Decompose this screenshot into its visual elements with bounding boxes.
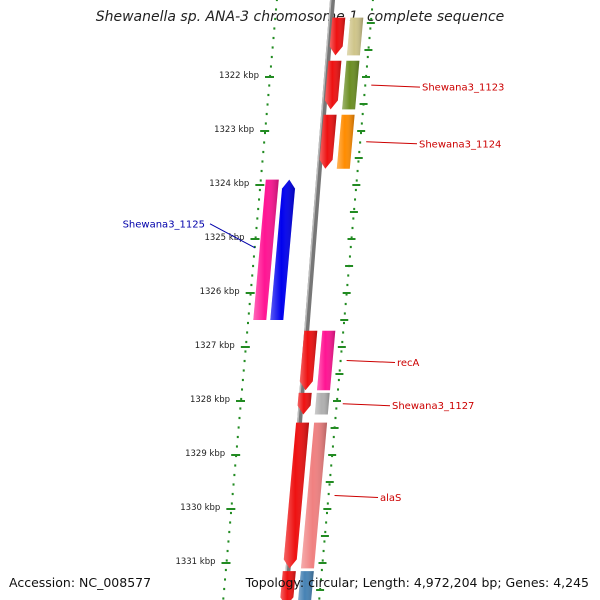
gene-feature-7[interactable]: [280, 571, 314, 600]
scale-tick-label: 1326 kbp: [200, 287, 240, 297]
gene-Shewana3_1123[interactable]: [324, 60, 360, 110]
gene-label-leader: [342, 403, 391, 407]
gene-labels: Shewana3_1123 Shewana3_1124 Shewana3_1125r…: [123, 83, 505, 504]
scale-tick-label: 1325 kbp: [204, 233, 244, 243]
gene-label-leader: [366, 141, 418, 145]
gene-features[interactable]: [253, 17, 364, 600]
scale-ticks: 1322 kbp 1323 kbp 1324 kbp 1325 kbp 1326 kbp…: [175, 71, 274, 567]
scale-dotted-lines: [222, 0, 375, 600]
gene-label-leader: [334, 495, 379, 498]
gene-label: Shewana3_1127: [392, 401, 474, 412]
scale-tick-label: 1331 kbp: [175, 557, 215, 567]
gene-Shewana3_1125[interactable]: [253, 179, 295, 320]
scale-tick-label: 1328 kbp: [190, 395, 230, 405]
gene-Shewana3_1124[interactable]: [319, 114, 355, 169]
scale-tick-label: 1330 kbp: [180, 503, 220, 513]
gene-label-leader: [371, 84, 421, 88]
gene-Shewana3_1127[interactable]: [297, 392, 330, 415]
scale-tick-label: 1329 kbp: [185, 449, 225, 459]
accession-text: Accession: NC_008577: [9, 575, 152, 590]
map-title: Shewanella sp. ANA-3 chromosome 1, compl…: [95, 9, 505, 25]
sequence-summary: Topology: circular; Length: 4,972,204 bp…: [245, 575, 589, 590]
gene-label-leader: [346, 360, 396, 363]
gene-feature-0[interactable]: [329, 17, 364, 56]
scale-tick-label: 1322 kbp: [219, 71, 259, 81]
scale-tick-label: 1327 kbp: [195, 341, 235, 351]
gene-label: Shewana3_1124: [419, 139, 501, 150]
scale-tick-label: 1324 kbp: [209, 179, 249, 189]
gene-label: alaS: [380, 493, 401, 504]
gene-recA[interactable]: [299, 330, 336, 391]
scale-tick-label: 1323 kbp: [214, 125, 254, 135]
gene-label: Shewana3_1123: [422, 83, 504, 94]
gene-alaS[interactable]: [283, 422, 328, 569]
gene-label: Shewana3_1125: [123, 219, 205, 230]
gene-label: recA: [397, 358, 420, 369]
gene-label-leader: [209, 223, 256, 249]
